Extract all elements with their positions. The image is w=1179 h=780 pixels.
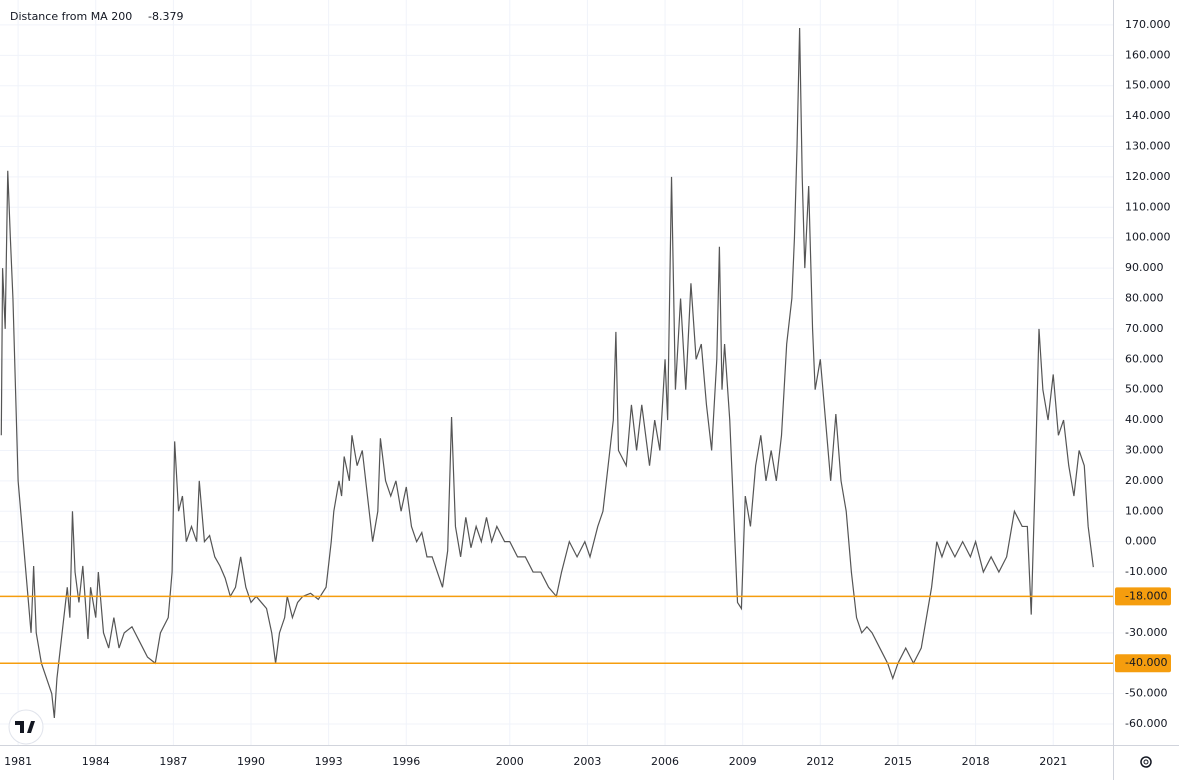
x-tick-label: 1990 xyxy=(237,755,265,768)
x-tick-label: 2003 xyxy=(573,755,601,768)
y-tick-label: 140.000 xyxy=(1125,109,1171,122)
plot xyxy=(0,27,1113,719)
x-tick-label: 1981 xyxy=(4,755,32,768)
axes: 170.000 160.000 150.000 140.000 130.000 120.0… xyxy=(4,18,1171,768)
y-tick-label: 110.000 xyxy=(1125,200,1171,213)
x-tick-label: 2009 xyxy=(729,755,757,768)
y-tick-label: 150.000 xyxy=(1125,79,1171,92)
x-tick-label: 2018 xyxy=(962,755,990,768)
y-tick-label: 40.000 xyxy=(1125,413,1164,426)
indicator-value: -8.379 xyxy=(148,10,183,23)
level-label-bg xyxy=(1115,654,1171,673)
level-label: -18.000 xyxy=(1125,589,1167,602)
y-tick-label: 50.000 xyxy=(1125,383,1164,396)
y-tick-label: 120.000 xyxy=(1125,170,1171,183)
y-tick-label: -10.000 xyxy=(1125,565,1167,578)
y-tick-label: 70.000 xyxy=(1125,322,1164,335)
x-tick-label: 2012 xyxy=(806,755,834,768)
level-label: -40.000 xyxy=(1125,656,1167,669)
y-tick-label: -30.000 xyxy=(1125,626,1167,639)
y-tick-label: 60.000 xyxy=(1125,352,1164,365)
y-tick-label: -60.000 xyxy=(1125,717,1167,730)
x-tick-label: 2000 xyxy=(496,755,524,768)
y-tick-label: 20.000 xyxy=(1125,474,1164,487)
logo xyxy=(8,709,44,745)
grid xyxy=(0,0,1113,745)
y-tick-label: 170.000 xyxy=(1125,18,1171,31)
level-label-bg xyxy=(1115,587,1171,606)
y-tick-label: 160.000 xyxy=(1125,48,1171,61)
x-tick-label: 1993 xyxy=(315,755,343,768)
x-tick-label: 2015 xyxy=(884,755,912,768)
x-tick-label: 1987 xyxy=(159,755,187,768)
x-tick-label: 2006 xyxy=(651,755,679,768)
y-tick-label: -50.000 xyxy=(1125,687,1167,700)
y-tick-label: 0.000 xyxy=(1125,535,1157,548)
settings-icon[interactable] xyxy=(1140,756,1152,768)
y-tick-label: 130.000 xyxy=(1125,140,1171,153)
y-tick-label: 10.000 xyxy=(1125,504,1164,517)
y-tick-label: 90.000 xyxy=(1125,261,1164,274)
x-tick-label: 2021 xyxy=(1039,755,1067,768)
indicator-title: Distance from MA 200 xyxy=(10,10,132,23)
series-line xyxy=(0,27,1094,719)
x-tick-label: 1996 xyxy=(392,755,420,768)
x-tick-label: 1984 xyxy=(82,755,110,768)
y-tick-label: 100.000 xyxy=(1125,231,1171,244)
y-tick-label: 30.000 xyxy=(1125,443,1164,456)
y-tick-label: 80.000 xyxy=(1125,291,1164,304)
